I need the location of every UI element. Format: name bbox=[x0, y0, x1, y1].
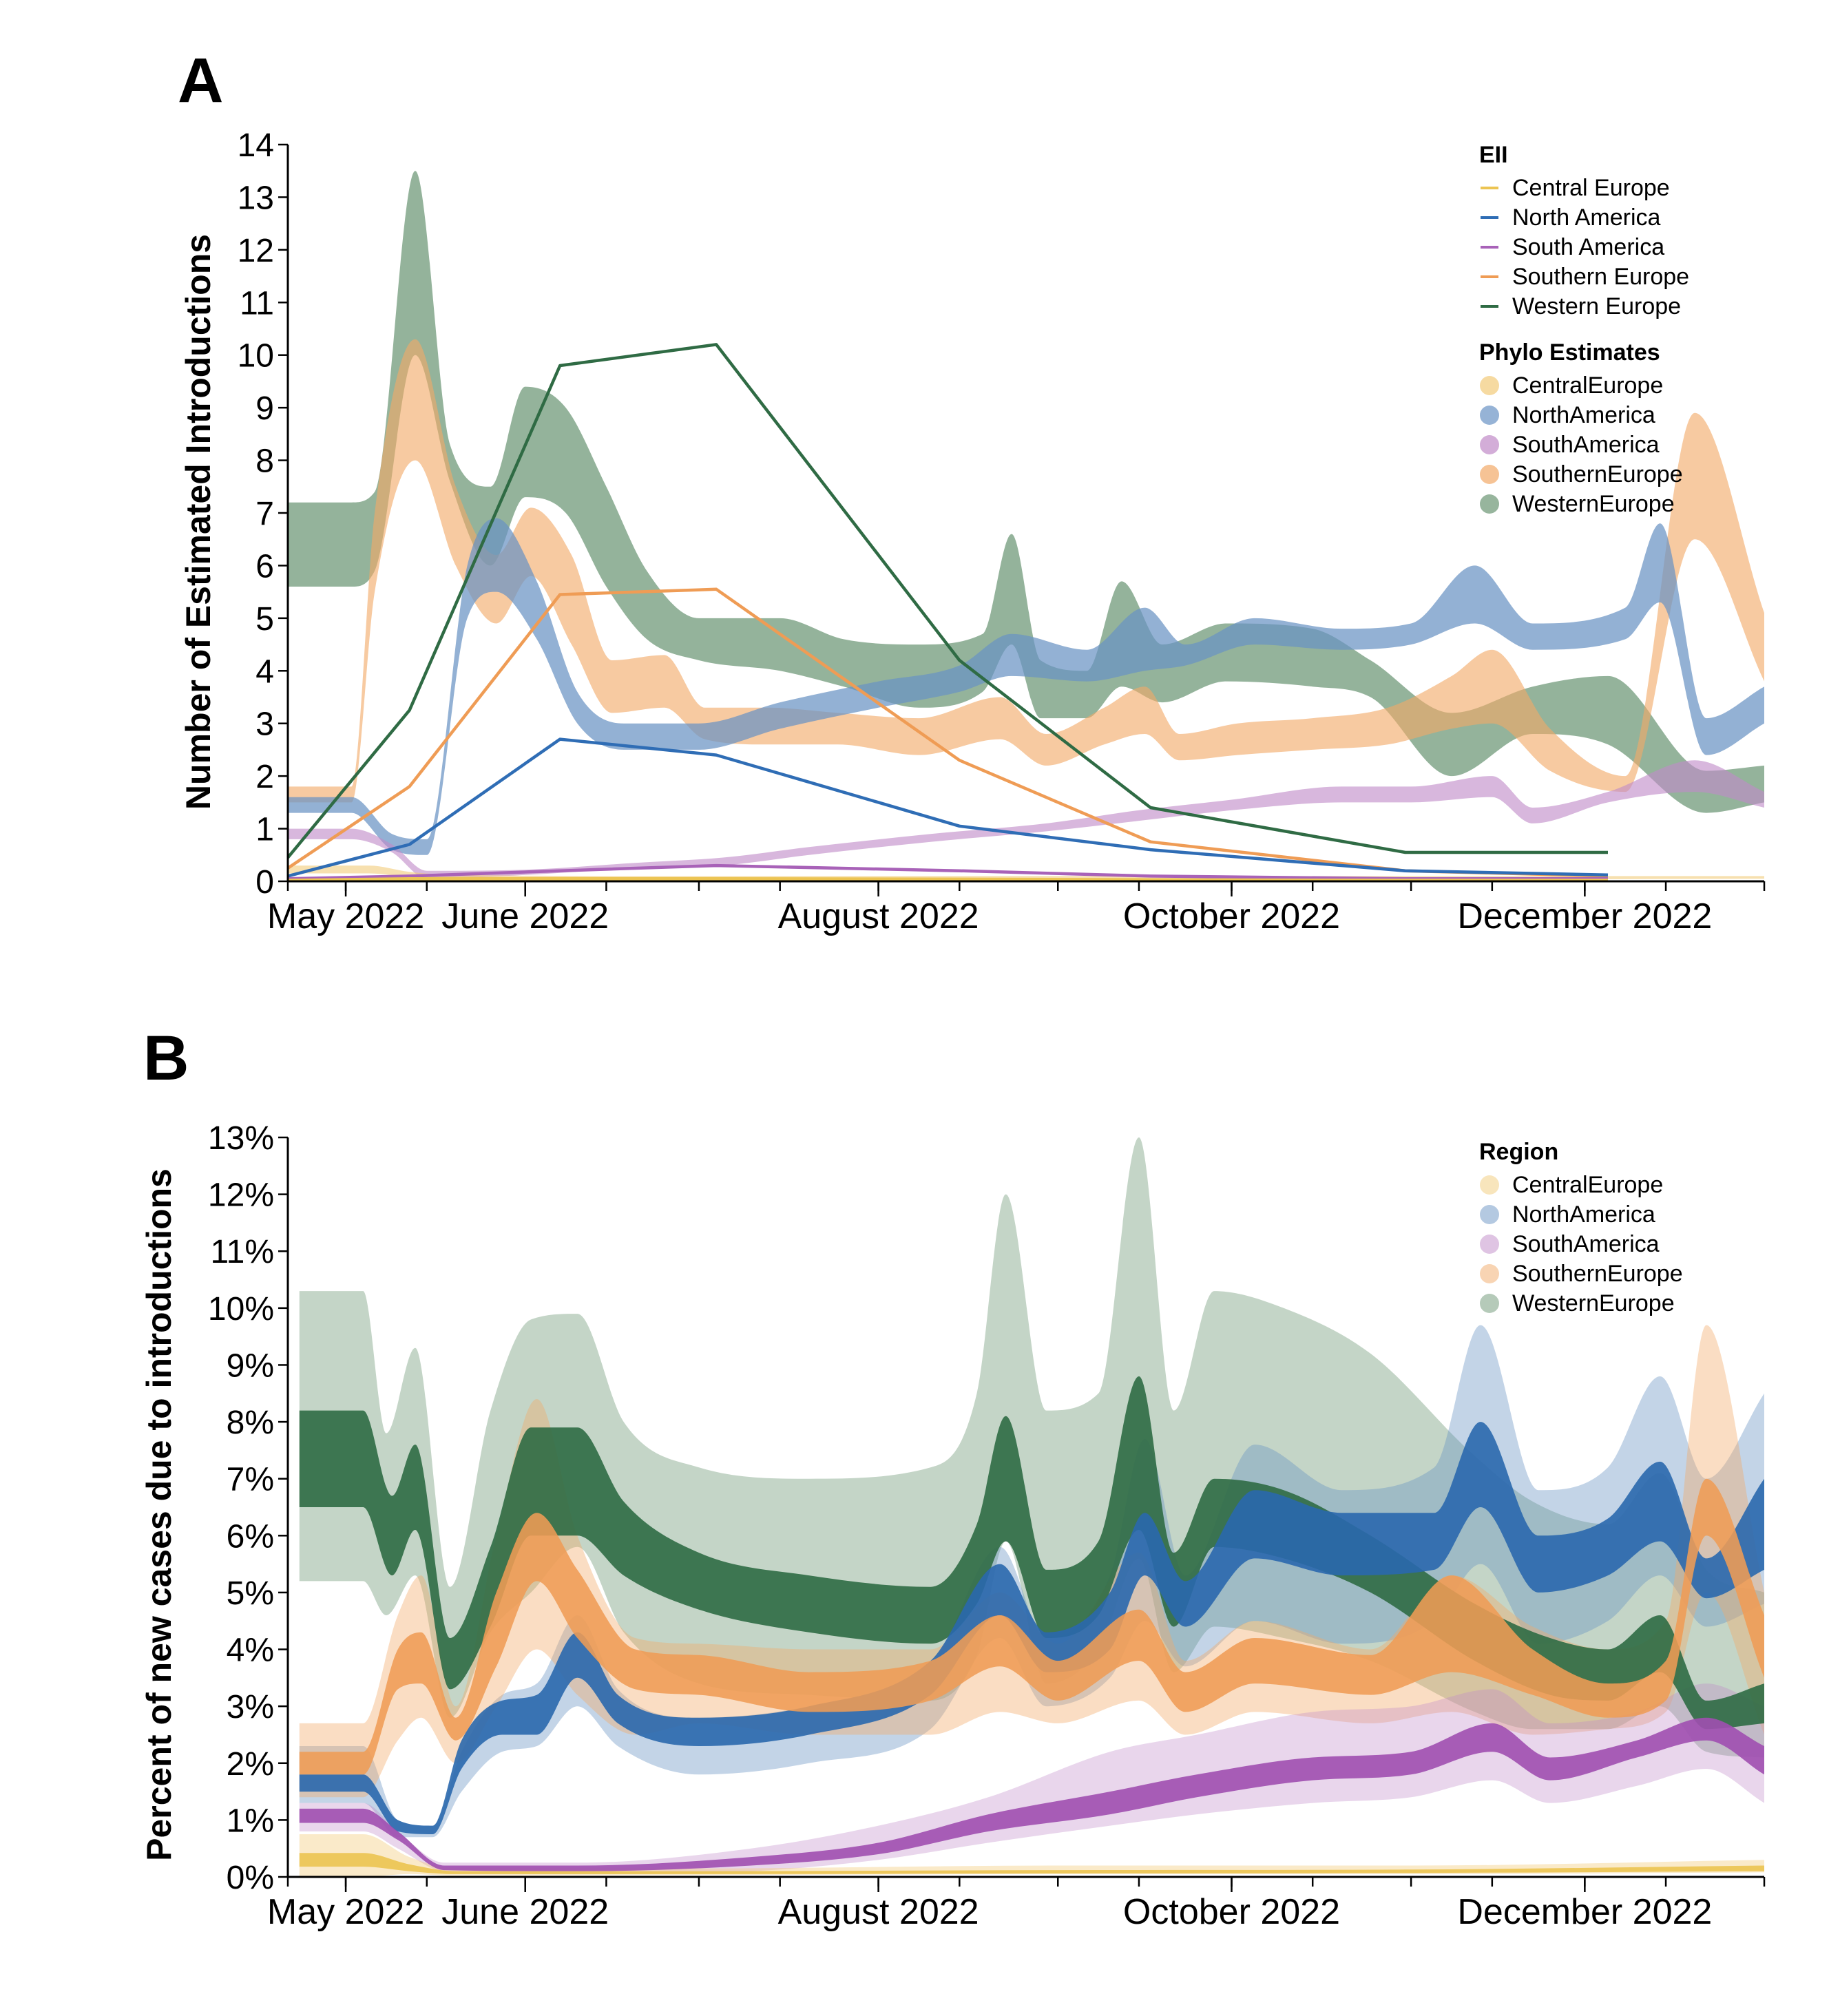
y-tick-label: 4% bbox=[227, 1632, 274, 1669]
legend-title: EII bbox=[1479, 142, 1508, 168]
y-tick-label: 9% bbox=[227, 1347, 274, 1384]
y-tick-label: 10% bbox=[208, 1291, 274, 1327]
line-central-europe bbox=[287, 876, 1608, 882]
x-tick-label: December 2022 bbox=[1457, 1892, 1712, 1932]
panel-b-bands bbox=[299, 1137, 1764, 1877]
y-tick-label: 5% bbox=[227, 1575, 274, 1612]
legend-swatch-northamerica bbox=[1480, 1205, 1499, 1224]
legend-swatch-southerneurope bbox=[1480, 1264, 1499, 1283]
line-north-america bbox=[287, 737, 1609, 878]
band-centraleurope-outer bbox=[299, 1834, 1764, 1877]
band-southerneurope bbox=[299, 1478, 1764, 1775]
legend-swatch-westerneurope bbox=[1480, 1294, 1499, 1313]
band-westerneurope bbox=[288, 171, 1764, 813]
legend-label-northamerica: NorthAmerica bbox=[1512, 402, 1655, 428]
y-tick-label: 4 bbox=[255, 653, 274, 690]
band-westerneurope bbox=[299, 1376, 1764, 1730]
panel-a-bands bbox=[288, 171, 1764, 881]
y-tick-label: 9 bbox=[255, 390, 274, 427]
x-tick-label: June 2022 bbox=[441, 896, 609, 936]
legend-label-north-america: North America bbox=[1512, 204, 1660, 231]
x-tick-label: December 2022 bbox=[1457, 896, 1712, 936]
panel-a-y-axis-label: Number of Estimated Introductions bbox=[179, 234, 218, 810]
legend-label-northamerica: NorthAmerica bbox=[1512, 1201, 1655, 1228]
y-tick-label: 1 bbox=[255, 812, 274, 848]
x-tick-label: May 2022 bbox=[267, 896, 424, 936]
y-tick-label: 2 bbox=[255, 759, 274, 795]
band-northamerica bbox=[288, 518, 1764, 855]
legend-swatch-northamerica bbox=[1480, 406, 1499, 425]
y-tick-label: 3% bbox=[227, 1689, 274, 1725]
y-tick-label: 6 bbox=[255, 548, 274, 585]
y-tick-label: 8% bbox=[227, 1405, 274, 1441]
line-south-america bbox=[287, 863, 1608, 881]
panel-a-lines bbox=[286, 343, 1609, 882]
legend-label-southamerica: SouthAmerica bbox=[1512, 1231, 1660, 1257]
legend-label-southerneurope: SouthernEurope bbox=[1512, 1261, 1683, 1287]
y-tick-label: 0% bbox=[227, 1860, 274, 1896]
legend-title: Phylo Estimates bbox=[1479, 339, 1660, 366]
legend-title: Region bbox=[1479, 1139, 1558, 1165]
legend-label-south-america: South America bbox=[1512, 234, 1664, 260]
y-tick-label: 10 bbox=[238, 338, 274, 375]
band-centraleurope bbox=[288, 865, 1764, 881]
panel-a: A Number of Estimated Introductions 0123… bbox=[178, 45, 1766, 936]
y-tick-label: 8 bbox=[255, 443, 274, 480]
panel-b-letter: B bbox=[143, 1023, 189, 1093]
y-tick-label: 6% bbox=[227, 1518, 274, 1555]
band-centraleurope bbox=[299, 1853, 1764, 1874]
y-tick-label: 11 bbox=[240, 285, 274, 322]
legend-label-southern-europe: Southern Europe bbox=[1512, 264, 1689, 290]
legend-swatch-southamerica bbox=[1480, 1235, 1499, 1254]
panel-a-letter: A bbox=[178, 45, 223, 116]
line-western-europe bbox=[286, 343, 1608, 859]
legend-swatch-southamerica bbox=[1480, 435, 1499, 454]
x-tick-label: August 2022 bbox=[778, 896, 979, 936]
legend-label-western-europe: Western Europe bbox=[1512, 293, 1681, 319]
y-tick-label: 7 bbox=[255, 496, 274, 532]
legend-swatch-centraleurope bbox=[1480, 376, 1499, 395]
band-southamerica bbox=[288, 760, 1764, 879]
band-southamerica bbox=[299, 1717, 1764, 1871]
legend-label-southerneurope: SouthernEurope bbox=[1512, 461, 1683, 487]
band-southamerica-outer bbox=[299, 1683, 1764, 1874]
y-tick-label: 12 bbox=[238, 233, 274, 269]
legend-swatch-westerneurope bbox=[1480, 494, 1499, 514]
y-tick-label: 2% bbox=[227, 1746, 274, 1783]
y-tick-label: 13 bbox=[238, 180, 274, 216]
legend-label-centraleurope: CentralEurope bbox=[1512, 372, 1663, 399]
panel-b-legend: Region CentralEurope NorthAmerica SouthAmer… bbox=[1479, 1139, 1683, 1316]
panel-b-y-axis-label: Percent of new cases due to introduction… bbox=[140, 1168, 178, 1861]
legend-swatch-southerneurope bbox=[1480, 465, 1499, 484]
y-tick-label: 13% bbox=[208, 1120, 274, 1157]
x-tick-label: August 2022 bbox=[778, 1892, 979, 1932]
y-tick-label: 0 bbox=[255, 864, 274, 901]
y-tick-label: 12% bbox=[208, 1177, 274, 1214]
x-tick-label: October 2022 bbox=[1123, 896, 1340, 936]
y-tick-label: 5 bbox=[255, 601, 274, 638]
x-tick-label: May 2022 bbox=[267, 1892, 424, 1932]
legend-label-centraleurope: CentralEurope bbox=[1512, 1172, 1663, 1198]
legend-swatch-centraleurope bbox=[1480, 1175, 1499, 1195]
legend-label-westerneurope: WesternEurope bbox=[1512, 1290, 1675, 1316]
y-tick-label: 11% bbox=[210, 1234, 274, 1270]
y-tick-label: 7% bbox=[227, 1462, 274, 1498]
x-tick-label: June 2022 bbox=[441, 1892, 609, 1932]
y-tick-label: 14 bbox=[238, 127, 274, 164]
y-tick-label: 3 bbox=[255, 706, 274, 743]
legend-label-central-europe: Central Europe bbox=[1512, 175, 1670, 201]
legend-label-westerneurope: WesternEurope bbox=[1512, 491, 1675, 517]
x-tick-label: October 2022 bbox=[1123, 1892, 1340, 1932]
band-southerneurope bbox=[288, 339, 1764, 803]
band-northamerica bbox=[299, 1422, 1764, 1834]
legend-label-southamerica: SouthAmerica bbox=[1512, 432, 1660, 458]
y-tick-label: 1% bbox=[227, 1803, 274, 1839]
panel-b: B Percent of new cases due to introducti… bbox=[140, 1023, 1766, 1932]
panel-b-axes: 0% 1% 2% 3% 4% 5% 6% 7% 8% 9% 10% 11% 12% 13% May 2022… bbox=[208, 1120, 1766, 1932]
